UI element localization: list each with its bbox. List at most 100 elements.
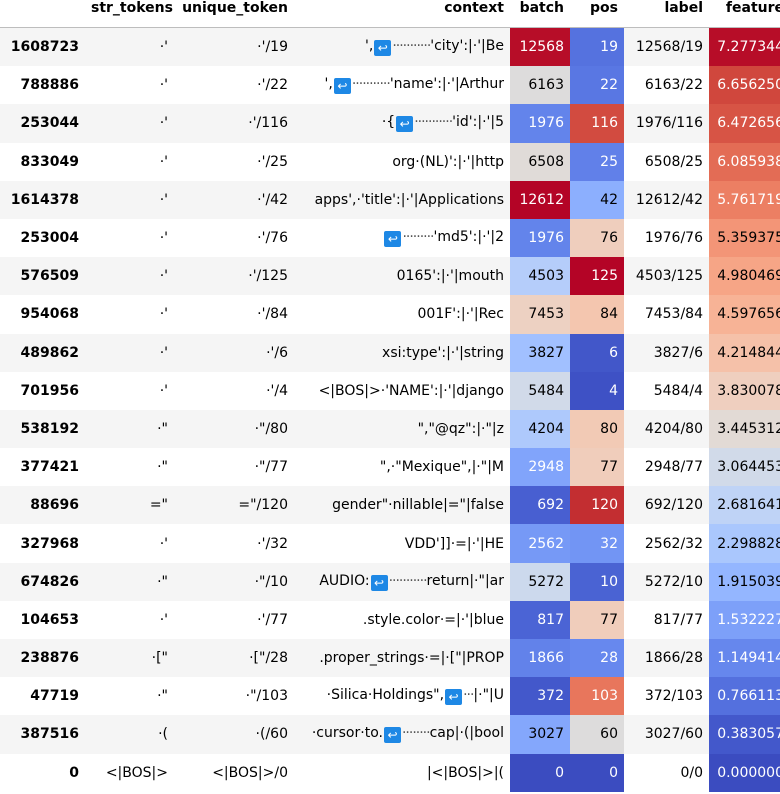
context-cell: ', ↩ ···········'name':|·'|Arthur	[294, 66, 510, 105]
context-text: 001F':|·'|Rec	[417, 306, 504, 323]
unique-token-cell: ·'/4	[174, 371, 294, 410]
label-cell: 5272/10	[624, 562, 709, 601]
label-cell: 817/77	[624, 600, 709, 639]
label-cell: 3827/6	[624, 333, 709, 372]
context-text: 'md5':|·'|2	[433, 229, 505, 246]
label-cell: 1976/116	[624, 104, 709, 143]
context-text: ',	[324, 76, 333, 93]
context-text: |·"|U	[473, 687, 504, 704]
unique-token-header: unique_token	[174, 0, 294, 28]
table-row: 954068 ·' ·'/84 001F':|·'|Rec 7453 84 7453/84 4…	[0, 295, 780, 334]
table-row: 576509 ·' ·'/125 0165':|·'|mouth 4503 125 4503…	[0, 257, 780, 296]
feature-cell: 0.766113	[709, 677, 780, 716]
batch-cell: 6508	[510, 142, 570, 181]
row-index: 327968	[0, 524, 85, 563]
feature-cell: 0.000000	[709, 753, 780, 792]
context-cell: gender"·nillable|="|false	[294, 486, 510, 525]
newline-return-icon: ↩	[333, 78, 351, 95]
unique-token-cell: ·'/32	[174, 524, 294, 563]
str-tokens-cell: ·'	[85, 371, 174, 410]
str-tokens-cell: ·'	[85, 180, 174, 219]
str-tokens-cell: ="	[85, 486, 174, 525]
str-tokens-header: str_tokens	[85, 0, 174, 28]
label-cell: 692/120	[624, 486, 709, 525]
unique-token-cell: ·(/60	[174, 715, 294, 754]
pos-cell: 77	[570, 600, 624, 639]
row-index: 701956	[0, 371, 85, 410]
feature-cell: 1.149414	[709, 639, 780, 678]
table-row: 489862 ·' ·'/6 xsi:type':|·'|string 3827 6 382…	[0, 333, 780, 372]
unique-token-cell: ·'/125	[174, 257, 294, 296]
unique-token-cell: ·'/42	[174, 180, 294, 219]
str-tokens-cell: ·'	[85, 600, 174, 639]
newline-return-icon: ↩	[374, 40, 392, 57]
batch-cell: 372	[510, 677, 570, 716]
batch-cell: 5272	[510, 562, 570, 601]
whitespace-dots: ···········	[392, 38, 431, 55]
pos-cell: 10	[570, 562, 624, 601]
pos-cell: 76	[570, 218, 624, 258]
row-index: 104653	[0, 600, 85, 639]
pos-cell: 84	[570, 295, 624, 334]
context-cell: ·{↩ ···········'id':|·'|5	[294, 104, 510, 143]
row-index: 1614378	[0, 180, 85, 219]
str-tokens-cell: ·'	[85, 295, 174, 334]
batch-cell: 2948	[510, 448, 570, 487]
unique-token-cell: ·"/10	[174, 562, 294, 601]
row-index: 833049	[0, 142, 85, 181]
str-tokens-cell: ·'	[85, 142, 174, 181]
batch-cell: 2562	[510, 524, 570, 563]
context-cell: <|BOS|>·'NAME':|·'|django	[294, 371, 510, 410]
pos-cell: 103	[570, 677, 624, 716]
batch-cell: 692	[510, 486, 570, 525]
unique-token-cell: ·'/25	[174, 142, 294, 181]
pos-cell: 80	[570, 409, 624, 449]
unique-token-cell: ·'/76	[174, 218, 294, 258]
row-index: 674826	[0, 562, 85, 601]
index-header	[0, 0, 85, 28]
batch-cell: 0	[510, 753, 570, 792]
batch-cell: 6163	[510, 66, 570, 105]
batch-cell: 1976	[510, 218, 570, 258]
row-index: 489862	[0, 333, 85, 372]
label-cell: 5484/4	[624, 371, 709, 410]
row-index: 387516	[0, 715, 85, 754]
feature-cell: 2.298828	[709, 524, 780, 563]
label-cell: 4204/80	[624, 409, 709, 449]
pos-cell: 60	[570, 715, 624, 754]
unique-token-cell: <|BOS|>/0	[174, 753, 294, 792]
label-cell: 6163/22	[624, 66, 709, 105]
label-cell: 4503/125	[624, 257, 709, 296]
str-tokens-cell: <|BOS|>	[85, 753, 174, 792]
whitespace-dots: ···········	[388, 572, 428, 589]
label-cell: 1976/76	[624, 218, 709, 258]
pos-cell: 116	[570, 104, 624, 143]
whitespace-dots: ········	[401, 725, 431, 742]
context-text: VDD']]·=|·'|HE	[404, 535, 504, 552]
row-index: 377421	[0, 448, 85, 487]
context-text: return|·"|ar	[426, 572, 504, 589]
feature-cell: 1.532227	[709, 600, 780, 639]
unique-token-cell: ·'/116	[174, 104, 294, 143]
context-text: xsi:type':|·'|string	[382, 344, 504, 361]
context-text: .style.color·=|·'|blue	[362, 611, 504, 628]
batch-cell: 5484	[510, 371, 570, 410]
context-text: apps',·'title':|·'|Applications	[314, 191, 504, 208]
label-cell: 372/103	[624, 677, 709, 716]
batch-cell: 1866	[510, 639, 570, 678]
batch-cell: 4204	[510, 409, 570, 449]
pos-cell: 32	[570, 524, 624, 563]
feature-cell: 0.383057	[709, 715, 780, 754]
context-cell: ",·"Mexique",|·"|M	[294, 448, 510, 487]
context-cell: .proper_strings·=|·["|PROP	[294, 639, 510, 678]
context-text: cap|·(|bool	[429, 725, 504, 742]
whitespace-dots: ·········	[402, 229, 434, 246]
row-index: 88696	[0, 486, 85, 525]
str-tokens-cell: ·"	[85, 677, 174, 716]
str-tokens-cell: ·'	[85, 27, 174, 67]
unique-token-cell: ·'/84	[174, 295, 294, 334]
newline-return-icon: ↩	[396, 116, 414, 133]
table-row: 327968 ·' ·'/32 VDD']]·=|·'|HE 2562 32 2562/32…	[0, 524, 780, 563]
feature-header: feature	[709, 0, 780, 28]
table-row: 238876 ·[" ·["/28 .proper_strings·=|·["|PRO…	[0, 639, 780, 678]
